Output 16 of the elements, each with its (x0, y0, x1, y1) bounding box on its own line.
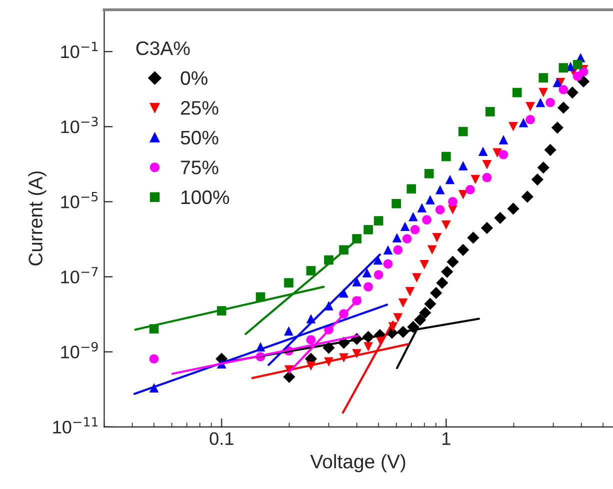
legend-label: 100% (182, 190, 230, 204)
y-axis-title: Current (A) (28, 171, 46, 266)
y-tick-label: 10$^{−1}$ (61, 42, 98, 58)
x-tick-label: 0.1 (210, 432, 234, 446)
legend-label: 75% (181, 160, 218, 174)
y-tick-label: 10$^{−11}$ (53, 417, 98, 434)
y-tick-label: 10$^{−3}$ (61, 116, 98, 134)
legend-title: C3A% (136, 41, 190, 56)
y-tick-label: 10$^{−9}$ (61, 342, 98, 358)
x-axis-title: Voltage (V) (310, 454, 406, 472)
y-tick-label: 10$^{−7}$ (61, 267, 98, 284)
x-tick-label: 1 (442, 432, 450, 445)
legend-label: 0% (180, 71, 208, 85)
y-tick-label: 10$^{−5}$ (61, 192, 98, 208)
legend-label: 50% (180, 130, 218, 145)
legend-label: 25% (181, 100, 218, 115)
